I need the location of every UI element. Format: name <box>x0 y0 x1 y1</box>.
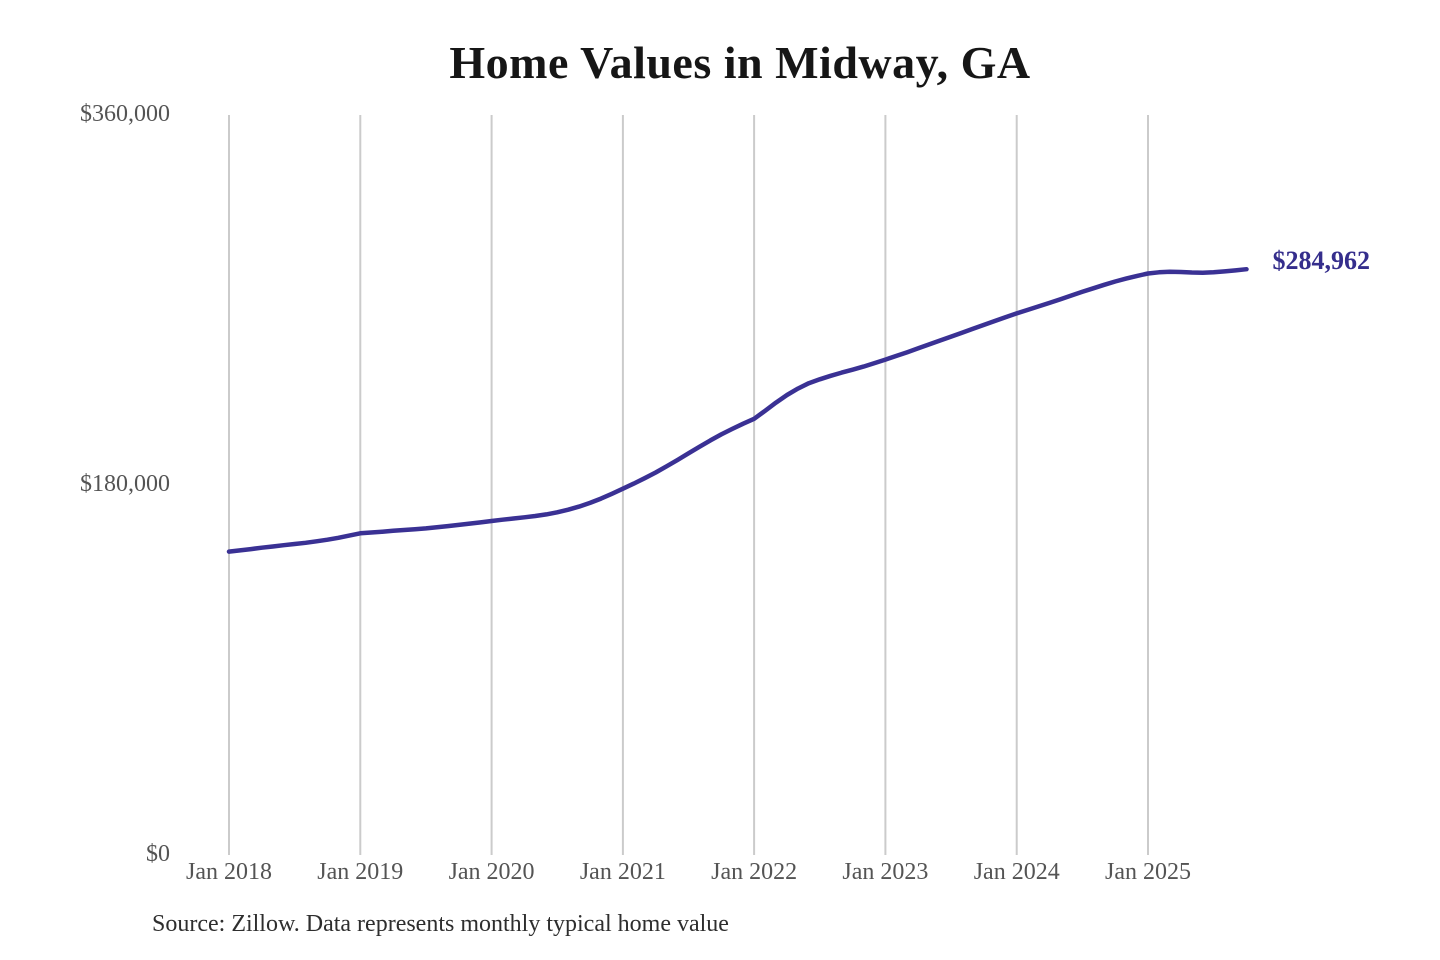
x-axis-tick-label-jan-2018: Jan 2018 <box>186 859 272 885</box>
x-axis-tick-label-jan-2020: Jan 2020 <box>448 859 535 885</box>
y-axis-tick-label-180000: $180,000 <box>80 470 170 497</box>
home-value-line <box>226 266 1249 554</box>
x-axis-tick-label-jan-2024: Jan 2024 <box>973 859 1060 885</box>
y-axis-tick-label-0: $0 <box>146 840 170 867</box>
end-value-label: $284,962 <box>1272 246 1370 276</box>
x-axis-tick-label-jan-2019: Jan 2019 <box>317 859 404 885</box>
x-axis-tick-label-jan-2022: Jan 2022 <box>711 859 798 885</box>
chart-title: Home Values in Midway, GA <box>449 37 1031 88</box>
source-note: Source: Zillow. Data represents monthly … <box>152 911 729 937</box>
x-axis-tick-label-jan-2023: Jan 2023 <box>842 859 929 885</box>
y-axis-tick-label-360000: $360,000 <box>80 100 170 127</box>
x-axis-tick-label-jan-2021: Jan 2021 <box>579 859 666 885</box>
x-axis-tick-label-jan-2025: Jan 2025 <box>1105 859 1191 885</box>
